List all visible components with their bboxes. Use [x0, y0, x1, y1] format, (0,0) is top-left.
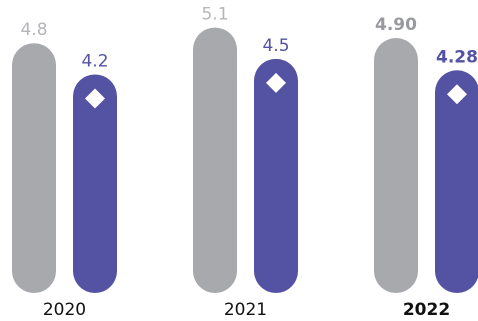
value-label-2021-series-1: 5.1	[201, 5, 228, 25]
markers-layer	[85, 72, 467, 109]
bar-2021-series-2	[254, 58, 298, 293]
x-tick-label-2021: 2021	[224, 300, 267, 320]
value-label-2022-series-2: 4.28	[436, 47, 478, 67]
x-axis-labels: 2020 2021 2022	[43, 300, 450, 320]
diamond-marker-2021	[266, 72, 286, 93]
diamond-marker-2022	[447, 84, 467, 105]
value-labels-layer: 4.8 4.2 5.1 4.5 4.90 4.28	[20, 5, 478, 72]
value-label-2020-series-1: 4.8	[20, 20, 47, 40]
x-tick-label-2022: 2022	[403, 300, 450, 320]
value-label-2022-series-1: 4.90	[375, 15, 417, 35]
x-tick-label-2020: 2020	[43, 300, 86, 320]
bar-2022-series-2	[435, 70, 478, 293]
diamond-marker-2020	[85, 88, 105, 109]
value-label-2020-series-2: 4.2	[81, 51, 108, 71]
bars-layer	[12, 27, 478, 293]
bar-2020-series-2	[73, 74, 117, 293]
bar-2020-series-1	[12, 43, 56, 293]
bar-2022-series-1	[374, 38, 418, 293]
bar-2021-series-1	[193, 27, 238, 293]
value-label-2021-series-2: 4.5	[262, 36, 289, 56]
